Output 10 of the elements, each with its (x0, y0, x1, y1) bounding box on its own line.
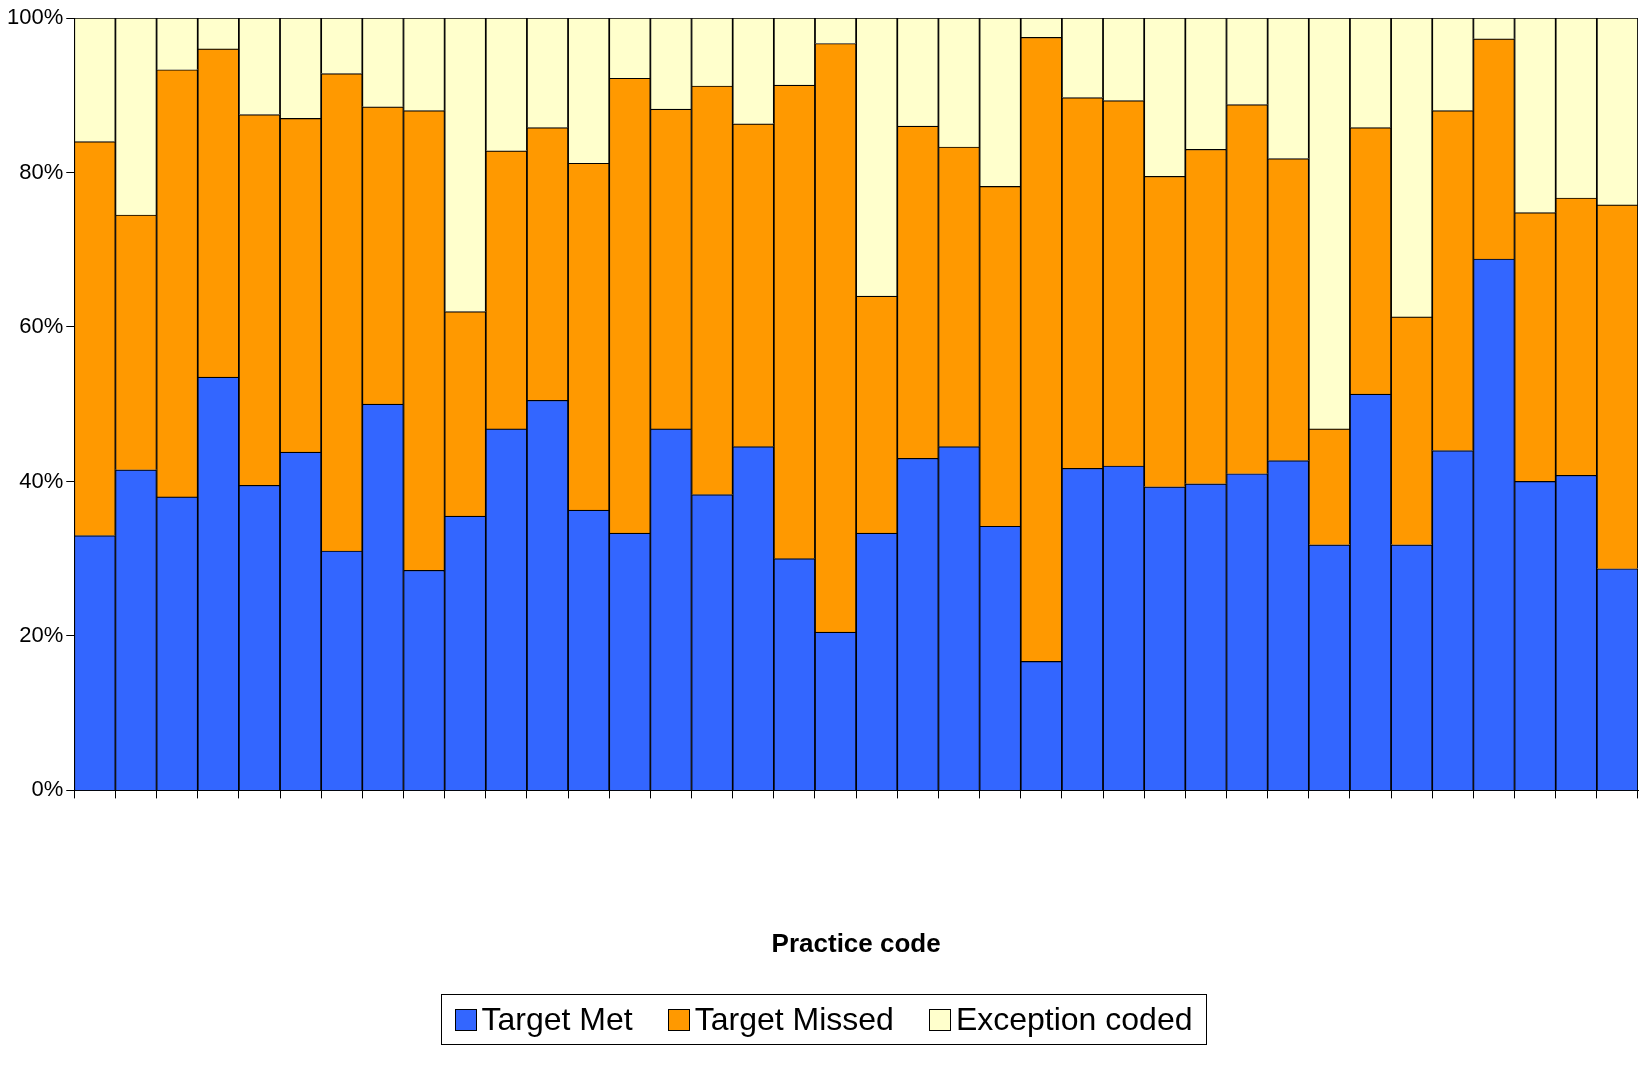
y-tick-label: 40% (19, 467, 64, 493)
y-tick-label: 0% (31, 776, 64, 802)
legend-label: Target Missed (694, 1001, 894, 1038)
y-tick-label: 60% (19, 313, 64, 339)
y-tick-label: 20% (19, 621, 64, 647)
y-tick-label: 100% (6, 4, 64, 30)
legend-label: Target Met (481, 1001, 633, 1038)
legend-label: Exception coded (955, 1001, 1193, 1038)
y-tick-label: 80% (19, 158, 64, 184)
x-axis-title: Practice code (771, 927, 941, 958)
